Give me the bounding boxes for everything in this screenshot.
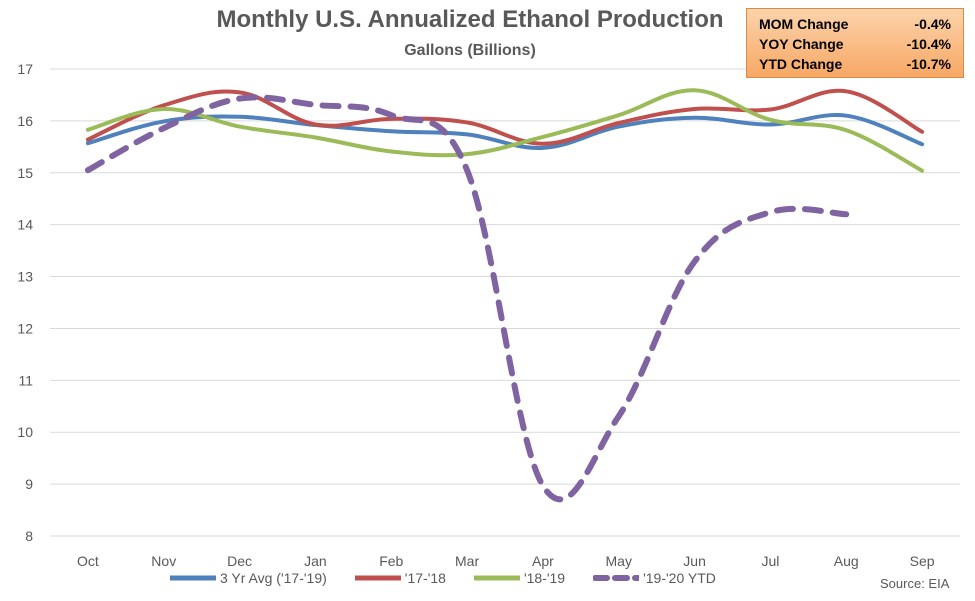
x-tick-label: Apr [532, 553, 554, 569]
data-point [87, 143, 88, 144]
data-point [618, 122, 619, 123]
legend-swatch [593, 575, 640, 581]
y-tick-label: 10 [17, 424, 33, 440]
legend-swatch [170, 575, 216, 581]
data-point [770, 119, 771, 120]
data-point [618, 416, 619, 417]
chart-legend: 3 Yr Avg ('17-'19) '17-'18 '18-'19 '19-'… [170, 570, 744, 586]
data-point [618, 115, 619, 116]
data-point [542, 136, 543, 137]
data-point [922, 170, 923, 171]
stat-value: -0.4% [914, 16, 951, 32]
x-tick-label: May [606, 553, 632, 569]
legend-label: '18-'19 [523, 570, 566, 586]
legend-label: '19-'20 YTD [643, 570, 716, 586]
data-point [922, 131, 923, 132]
x-tick-label: Mar [455, 553, 479, 569]
legend-label: 3 Yr Avg ('17-'19) [220, 570, 327, 586]
data-point [694, 108, 695, 109]
series-line-1 [85, 88, 925, 146]
series-line-2 [85, 88, 925, 173]
data-point [467, 154, 468, 155]
data-point [391, 151, 392, 152]
series-line-3 [84, 94, 850, 503]
change-stats-box: MOM Change -0.4% YOY Change -10.4% YTD C… [746, 8, 964, 78]
data-point [163, 121, 164, 122]
data-point [770, 212, 771, 213]
data-point [542, 147, 543, 148]
data-point [694, 117, 695, 118]
data-point [694, 261, 695, 262]
data-point [542, 143, 543, 144]
x-tick-label: Dec [227, 553, 252, 569]
legend-item-3yr-avg: 3 Yr Avg ('17-'19) [170, 570, 327, 586]
y-tick-label: 13 [17, 269, 33, 285]
chart-subtitle: Gallons (Billions) [404, 42, 536, 59]
y-tick-label: 11 [18, 372, 33, 388]
x-tick-label: Jul [761, 553, 779, 569]
data-point [846, 91, 847, 92]
y-tick-label: 9 [25, 476, 33, 492]
data-point [846, 115, 847, 116]
data-point [315, 137, 316, 138]
legend-swatch [473, 575, 520, 581]
data-point [467, 170, 468, 171]
y-tick-label: 15 [17, 165, 33, 181]
stat-value: -10.4% [906, 36, 951, 52]
data-point [87, 129, 88, 130]
stat-row-yoy: YOY Change -10.4% [759, 34, 951, 54]
data-point [542, 485, 543, 486]
legend-item-18-19: '18-'19 [473, 570, 566, 586]
x-tick-label: Aug [834, 553, 859, 569]
data-point [315, 124, 316, 125]
data-point [770, 124, 771, 125]
data-point [239, 92, 240, 93]
data-point [163, 105, 164, 106]
x-tick-label: Jan [304, 553, 327, 569]
data-point [846, 214, 847, 215]
data-point [239, 116, 240, 117]
data-point [163, 128, 164, 129]
stat-row-mom: MOM Change -0.4% [759, 14, 951, 34]
data-point [922, 144, 923, 145]
x-tick-label: Jun [683, 553, 706, 569]
data-point [239, 98, 240, 99]
stat-value: -10.7% [906, 56, 951, 72]
stat-label: YTD Change [759, 56, 843, 72]
source-note: Source: EIA [880, 576, 950, 591]
data-point [315, 104, 316, 105]
x-tick-label: Sep [910, 553, 935, 569]
x-tick-label: Feb [379, 553, 403, 569]
stat-label: YOY Change [759, 36, 844, 52]
legend-swatch [354, 575, 401, 581]
data-point [87, 170, 88, 171]
data-point [846, 130, 847, 131]
legend-item-17-18: '17-'18 [354, 570, 446, 586]
data-point [163, 108, 164, 109]
stat-label: MOM Change [759, 16, 849, 32]
y-tick-label: 16 [17, 113, 33, 129]
legend-item-19-20-ytd: '19-'20 YTD [593, 570, 716, 586]
stat-row-ytd: YTD Change -10.7% [759, 54, 951, 74]
data-point [618, 126, 619, 127]
y-tick-label: 8 [25, 528, 33, 544]
y-tick-label: 14 [17, 217, 33, 233]
data-point [467, 122, 468, 123]
data-point [467, 134, 468, 135]
y-tick-label: 12 [17, 320, 33, 336]
x-tick-label: Oct [77, 553, 99, 569]
data-point [391, 115, 392, 116]
data-point [770, 109, 771, 110]
legend-label: '17-'18 [404, 570, 446, 586]
x-tick-label: Nov [151, 553, 176, 569]
data-point [87, 139, 88, 140]
data-point [239, 126, 240, 127]
y-tick-label: 17 [17, 61, 33, 77]
chart-title: Monthly U.S. Annualized Ethanol Producti… [216, 6, 724, 33]
data-point [694, 90, 695, 91]
data-point [391, 131, 392, 132]
